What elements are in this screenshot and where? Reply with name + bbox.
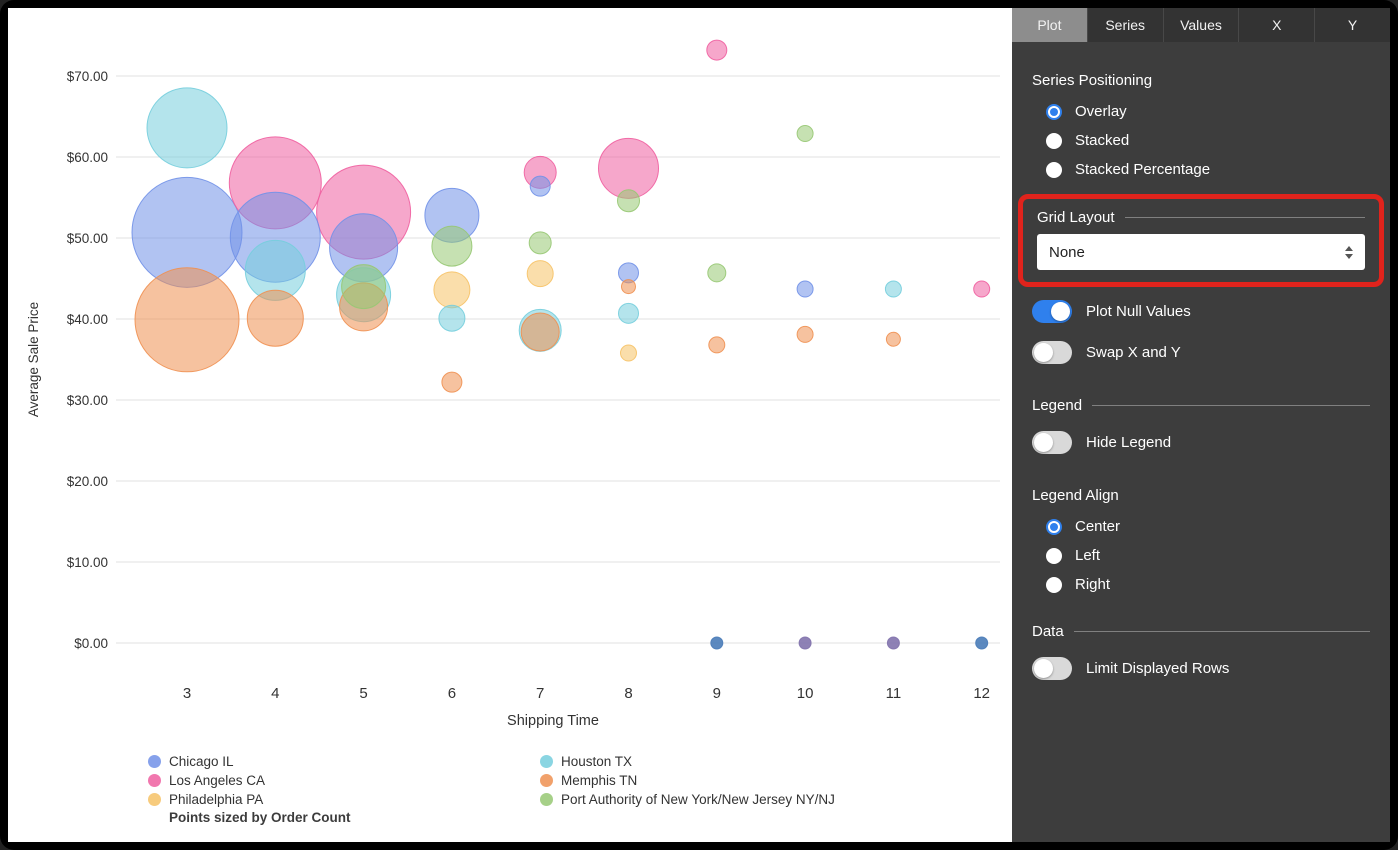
divider-line <box>1124 217 1365 218</box>
svg-text:$30.00: $30.00 <box>67 393 108 408</box>
radio-stacked[interactable]: Stacked <box>1032 126 1370 155</box>
svg-text:$50.00: $50.00 <box>67 231 108 246</box>
radio-label: Right <box>1075 576 1111 593</box>
svg-text:9: 9 <box>713 685 721 702</box>
grid-layout-select[interactable]: None <box>1037 234 1365 270</box>
svg-text:10: 10 <box>797 685 814 702</box>
legend-label: Chicago IL <box>169 754 234 769</box>
legend-item[interactable]: Memphis TN <box>540 771 835 790</box>
svg-text:5: 5 <box>359 685 367 702</box>
grid-layout-title: Grid Layout <box>1037 209 1365 226</box>
toggle-label: Hide Legend <box>1086 434 1172 451</box>
legend-item[interactable]: Philadelphia PA <box>148 790 540 809</box>
radio-align-center[interactable]: Center <box>1032 512 1370 541</box>
legend-swatch <box>148 755 161 768</box>
tab-values[interactable]: Values <box>1164 8 1240 42</box>
chart-legend: Chicago IL Los Angeles CA Philadelphia P… <box>148 752 835 825</box>
svg-text:Average Sale Price: Average Sale Price <box>26 302 41 417</box>
limit-rows-toggle[interactable] <box>1032 657 1072 680</box>
annotation-highlight: Grid Layout None <box>1018 194 1384 287</box>
svg-text:4: 4 <box>271 685 279 702</box>
swap-x-y-toggle[interactable] <box>1032 341 1072 364</box>
svg-text:$70.00: $70.00 <box>67 69 108 84</box>
legend-swatch <box>540 755 553 768</box>
legend-label: Memphis TN <box>561 773 638 788</box>
radio-icon <box>1046 132 1062 149</box>
selected-value: None <box>1049 243 1085 261</box>
svg-text:6: 6 <box>448 685 456 702</box>
tab-x[interactable]: X <box>1239 8 1316 42</box>
panel-tabs: Plot Series Values X Y <box>1012 8 1390 42</box>
radio-overlay[interactable]: Overlay <box>1032 97 1370 126</box>
legend-swatch <box>540 793 553 806</box>
points-sized-note: Points sized by Order Count <box>169 810 351 825</box>
series-positioning-title: Series Positioning <box>1032 72 1153 89</box>
legend-swatch <box>148 793 161 806</box>
radio-icon <box>1046 103 1062 120</box>
divider-line <box>1073 631 1370 632</box>
tab-plot[interactable]: Plot <box>1012 8 1088 42</box>
radio-label: Center <box>1075 518 1121 535</box>
limit-rows-row: Limit Displayed Rows <box>1032 648 1370 689</box>
svg-text:$40.00: $40.00 <box>67 312 108 327</box>
panel-body: Series Positioning Overlay Stacked Stack… <box>1012 42 1390 709</box>
legend-swatch <box>148 774 161 787</box>
toggle-label: Swap X and Y <box>1086 344 1181 361</box>
radio-stacked-percentage[interactable]: Stacked Percentage <box>1032 155 1370 184</box>
svg-text:8: 8 <box>624 685 632 702</box>
radio-label: Stacked <box>1075 132 1130 149</box>
radio-icon <box>1046 576 1062 593</box>
radio-icon <box>1046 547 1062 564</box>
svg-text:$20.00: $20.00 <box>67 474 108 489</box>
svg-text:$0.00: $0.00 <box>74 636 108 651</box>
radio-label: Left <box>1075 547 1101 564</box>
legend-section-title: Legend <box>1032 397 1370 414</box>
chart-area: $0.00 $10.00 $20.00 $30.00 $40.00 $50.00 $60.0… <box>8 8 1012 842</box>
toggle-label: Limit Displayed Rows <box>1086 660 1230 677</box>
legend-column-1: Chicago IL Los Angeles CA Philadelphia P… <box>148 752 540 825</box>
radio-icon <box>1046 518 1062 535</box>
radio-label: Stacked Percentage <box>1075 161 1211 178</box>
radio-align-left[interactable]: Left <box>1032 541 1370 570</box>
hide-legend-toggle[interactable] <box>1032 431 1072 454</box>
radio-align-right[interactable]: Right <box>1032 570 1370 599</box>
svg-text:$10.00: $10.00 <box>67 555 108 570</box>
tab-series[interactable]: Series <box>1088 8 1164 42</box>
settings-panel: Plot Series Values X Y Series Positionin… <box>1012 8 1390 842</box>
svg-text:12: 12 <box>973 685 990 702</box>
svg-text:3: 3 <box>183 685 191 702</box>
bubble-chart: $0.00 $10.00 $20.00 $30.00 $40.00 $50.00 $60.0… <box>26 39 1000 729</box>
legend-item[interactable]: Houston TX <box>540 752 835 771</box>
legend-swatch <box>540 774 553 787</box>
legend-item[interactable]: Chicago IL <box>148 752 540 771</box>
divider-line <box>1092 405 1370 406</box>
legend-column-2: Houston TX Memphis TN Port Authority of … <box>540 752 835 825</box>
legend-align-title: Legend Align <box>1032 487 1119 504</box>
tab-y[interactable]: Y <box>1347 17 1358 33</box>
legend-item[interactable]: Port Authority of New York/New Jersey NY… <box>540 790 835 809</box>
data-section-title: Data <box>1032 623 1370 640</box>
legend-label: Houston TX <box>561 754 633 769</box>
swap-x-y-row: Swap X and Y <box>1032 332 1370 373</box>
svg-text:7: 7 <box>536 685 544 702</box>
radio-label: Overlay <box>1075 103 1127 120</box>
legend-label: Los Angeles CA <box>169 773 266 788</box>
toggle-label: Plot Null Values <box>1086 303 1191 320</box>
hide-legend-row: Hide Legend <box>1032 422 1370 463</box>
plot-null-values-row: Plot Null Values <box>1032 291 1370 332</box>
plot-null-values-toggle[interactable] <box>1032 300 1072 323</box>
legend-label: Philadelphia PA <box>169 792 264 807</box>
legend-label: Port Authority of New York/New Jersey NY… <box>561 792 835 807</box>
radio-icon <box>1046 161 1062 178</box>
svg-text:11: 11 <box>886 685 902 702</box>
svg-text:$60.00: $60.00 <box>67 150 108 165</box>
legend-item[interactable]: Los Angeles CA <box>148 771 540 790</box>
svg-text:Shipping Time: Shipping Time <box>507 713 599 729</box>
updown-arrows-icon <box>1345 245 1353 259</box>
